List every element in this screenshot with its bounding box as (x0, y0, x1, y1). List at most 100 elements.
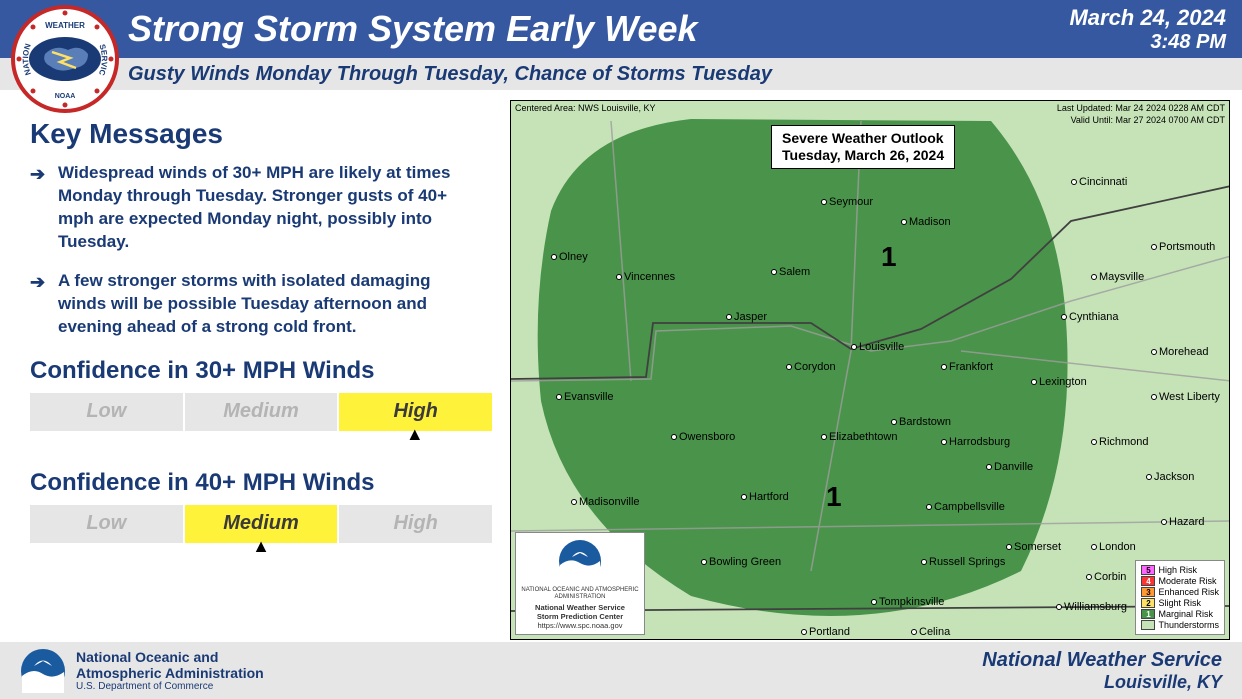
map-city-label: Williamsburg (1056, 601, 1127, 613)
map-city-label: Vincennes (616, 271, 675, 283)
header-time: 3:48 PM (1069, 31, 1226, 54)
map-city-label: Louisville (851, 341, 904, 353)
footer-noaa-l2: Atmospheric Administration (76, 665, 264, 681)
nws-logo: NATIONAL SERVICE WEATHER NOAA (10, 4, 120, 114)
map-city-label: Richmond (1091, 436, 1149, 448)
header-bar: Strong Storm System Early Week March 24,… (0, 0, 1242, 58)
map-city-label: Danville (986, 461, 1033, 473)
confidence-cell: High (339, 505, 492, 543)
map-city-label: Olney (551, 251, 588, 263)
key-message-item: A few stronger storms with isolated dama… (58, 270, 492, 339)
legend-swatch: 5 (1141, 565, 1155, 575)
map-city-label: Celina (911, 626, 950, 638)
sub-header-bar: Gusty Winds Monday Through Tuesday, Chan… (0, 58, 1242, 90)
map-city-label: Somerset (1006, 541, 1061, 553)
map-centered-label: Centered Area: NWS Louisville, KY (515, 103, 656, 113)
footer-nws-l2: Louisville, KY (982, 672, 1222, 693)
key-message-item: Widespread winds of 30+ MPH are likely a… (58, 162, 492, 254)
footer-left: National Oceanic and Atmospheric Adminis… (20, 648, 982, 694)
map-city-label: Tompkinsville (871, 596, 944, 608)
map-city-label: Owensboro (671, 431, 735, 443)
outlook-map: Centered Area: NWS Louisville, KY Last U… (510, 100, 1230, 640)
confidence-arrow-icon: ▲ (406, 424, 424, 445)
legend-swatch (1141, 620, 1155, 630)
map-city-label: Corbin (1086, 571, 1126, 583)
legend-row: 4Moderate Risk (1141, 576, 1219, 586)
noaa-logo-icon (20, 648, 66, 694)
map-city-label: Madisonville (571, 496, 640, 508)
map-city-label: Evansville (556, 391, 614, 403)
confidence-row: LowMediumHigh▲ (30, 505, 492, 543)
footer-noaa-l1: National Oceanic and (76, 649, 264, 665)
map-city-label: Bardstown (891, 416, 951, 428)
confidence-cell: Low (30, 505, 183, 543)
legend-row: 2Slight Risk (1141, 598, 1219, 608)
map-city-label: Russell Springs (921, 556, 1005, 568)
map-city-label: Cynthiana (1061, 311, 1119, 323)
map-city-label: Lexington (1031, 376, 1087, 388)
confidence-title: Confidence in 40+ MPH Winds (30, 469, 492, 497)
confidence-cell: Medium (185, 393, 338, 431)
noaa-logo-small (558, 539, 602, 583)
map-city-label: Campbellsville (926, 501, 1005, 513)
risk-number: 1 (881, 241, 897, 273)
legend-swatch: 1 (1141, 609, 1155, 619)
confidence-row: LowMediumHigh▲ (30, 393, 492, 431)
map-valid-label: Valid Until: Mar 27 2024 0700 AM CDT (1071, 115, 1225, 125)
legend-swatch: 3 (1141, 587, 1155, 597)
map-city-label: Jackson (1146, 471, 1194, 483)
map-updated-label: Last Updated: Mar 24 2024 0228 AM CDT (1057, 103, 1225, 113)
map-city-label: Morehead (1151, 346, 1209, 358)
spc-l1: National Weather Service (520, 603, 640, 612)
risk-legend: 5High Risk4Moderate Risk3Enhanced Risk2S… (1135, 560, 1225, 635)
map-city-label: Hazard (1161, 516, 1204, 528)
legend-label: Slight Risk (1158, 598, 1201, 608)
legend-label: Enhanced Risk (1158, 587, 1219, 597)
map-city-label: West Liberty (1151, 391, 1220, 403)
footer-bar: National Oceanic and Atmospheric Adminis… (0, 642, 1242, 699)
legend-row: 5High Risk (1141, 565, 1219, 575)
confidence-cell: Low (30, 393, 183, 431)
key-messages-list: Widespread winds of 30+ MPH are likely a… (30, 162, 492, 339)
map-city-label: Madison (901, 216, 951, 228)
map-city-label: London (1091, 541, 1136, 553)
risk-number: 1 (826, 481, 842, 513)
map-city-label: Portland (801, 626, 850, 638)
legend-label: Thunderstorms (1158, 620, 1219, 630)
left-column: Key Messages Widespread winds of 30+ MPH… (0, 90, 510, 642)
legend-swatch: 4 (1141, 576, 1155, 586)
map-city-label: Cincinnati (1071, 176, 1127, 188)
legend-swatch: 2 (1141, 598, 1155, 608)
map-outlook-l1: Severe Weather Outlook (782, 130, 944, 147)
legend-label: High Risk (1158, 565, 1197, 575)
spc-attribution-box: NATIONAL OCEANIC AND ATMOSPHERIC ADMINIS… (515, 532, 645, 635)
sub-title: Gusty Winds Monday Through Tuesday, Chan… (128, 63, 772, 86)
map-city-label: Jasper (726, 311, 767, 323)
map-outlook-title: Severe Weather Outlook Tuesday, March 26… (771, 125, 955, 169)
map-city-label: Harrodsburg (941, 436, 1010, 448)
legend-row: Thunderstorms (1141, 620, 1219, 630)
map-city-label: Portsmouth (1151, 241, 1215, 253)
key-messages-title: Key Messages (30, 118, 492, 150)
map-city-label: Seymour (821, 196, 873, 208)
map-city-label: Maysville (1091, 271, 1144, 283)
map-city-label: Frankfort (941, 361, 993, 373)
map-outlook-l2: Tuesday, March 26, 2024 (782, 147, 944, 164)
spc-l3: https://www.spc.noaa.gov (520, 621, 640, 630)
map-city-label: Salem (771, 266, 810, 278)
legend-label: Marginal Risk (1158, 609, 1213, 619)
map-city-label: Corydon (786, 361, 836, 373)
legend-row: 3Enhanced Risk (1141, 587, 1219, 597)
map-city-label: Hartford (741, 491, 789, 503)
right-column: Centered Area: NWS Louisville, KY Last U… (510, 90, 1242, 642)
spc-l2: Storm Prediction Center (520, 612, 640, 621)
main-content: Key Messages Widespread winds of 30+ MPH… (0, 90, 1242, 642)
page-title: Strong Storm System Early Week (128, 8, 1069, 50)
legend-row: 1Marginal Risk (1141, 609, 1219, 619)
map-city-label: Elizabethtown (821, 431, 898, 443)
header-datetime: March 24, 2024 3:48 PM (1069, 5, 1226, 54)
svg-text:WEATHER: WEATHER (45, 21, 85, 30)
footer-noaa-l3: U.S. Department of Commerce (76, 681, 264, 693)
footer-noaa-text: National Oceanic and Atmospheric Adminis… (76, 649, 264, 693)
map-city-label: Bowling Green (701, 556, 781, 568)
